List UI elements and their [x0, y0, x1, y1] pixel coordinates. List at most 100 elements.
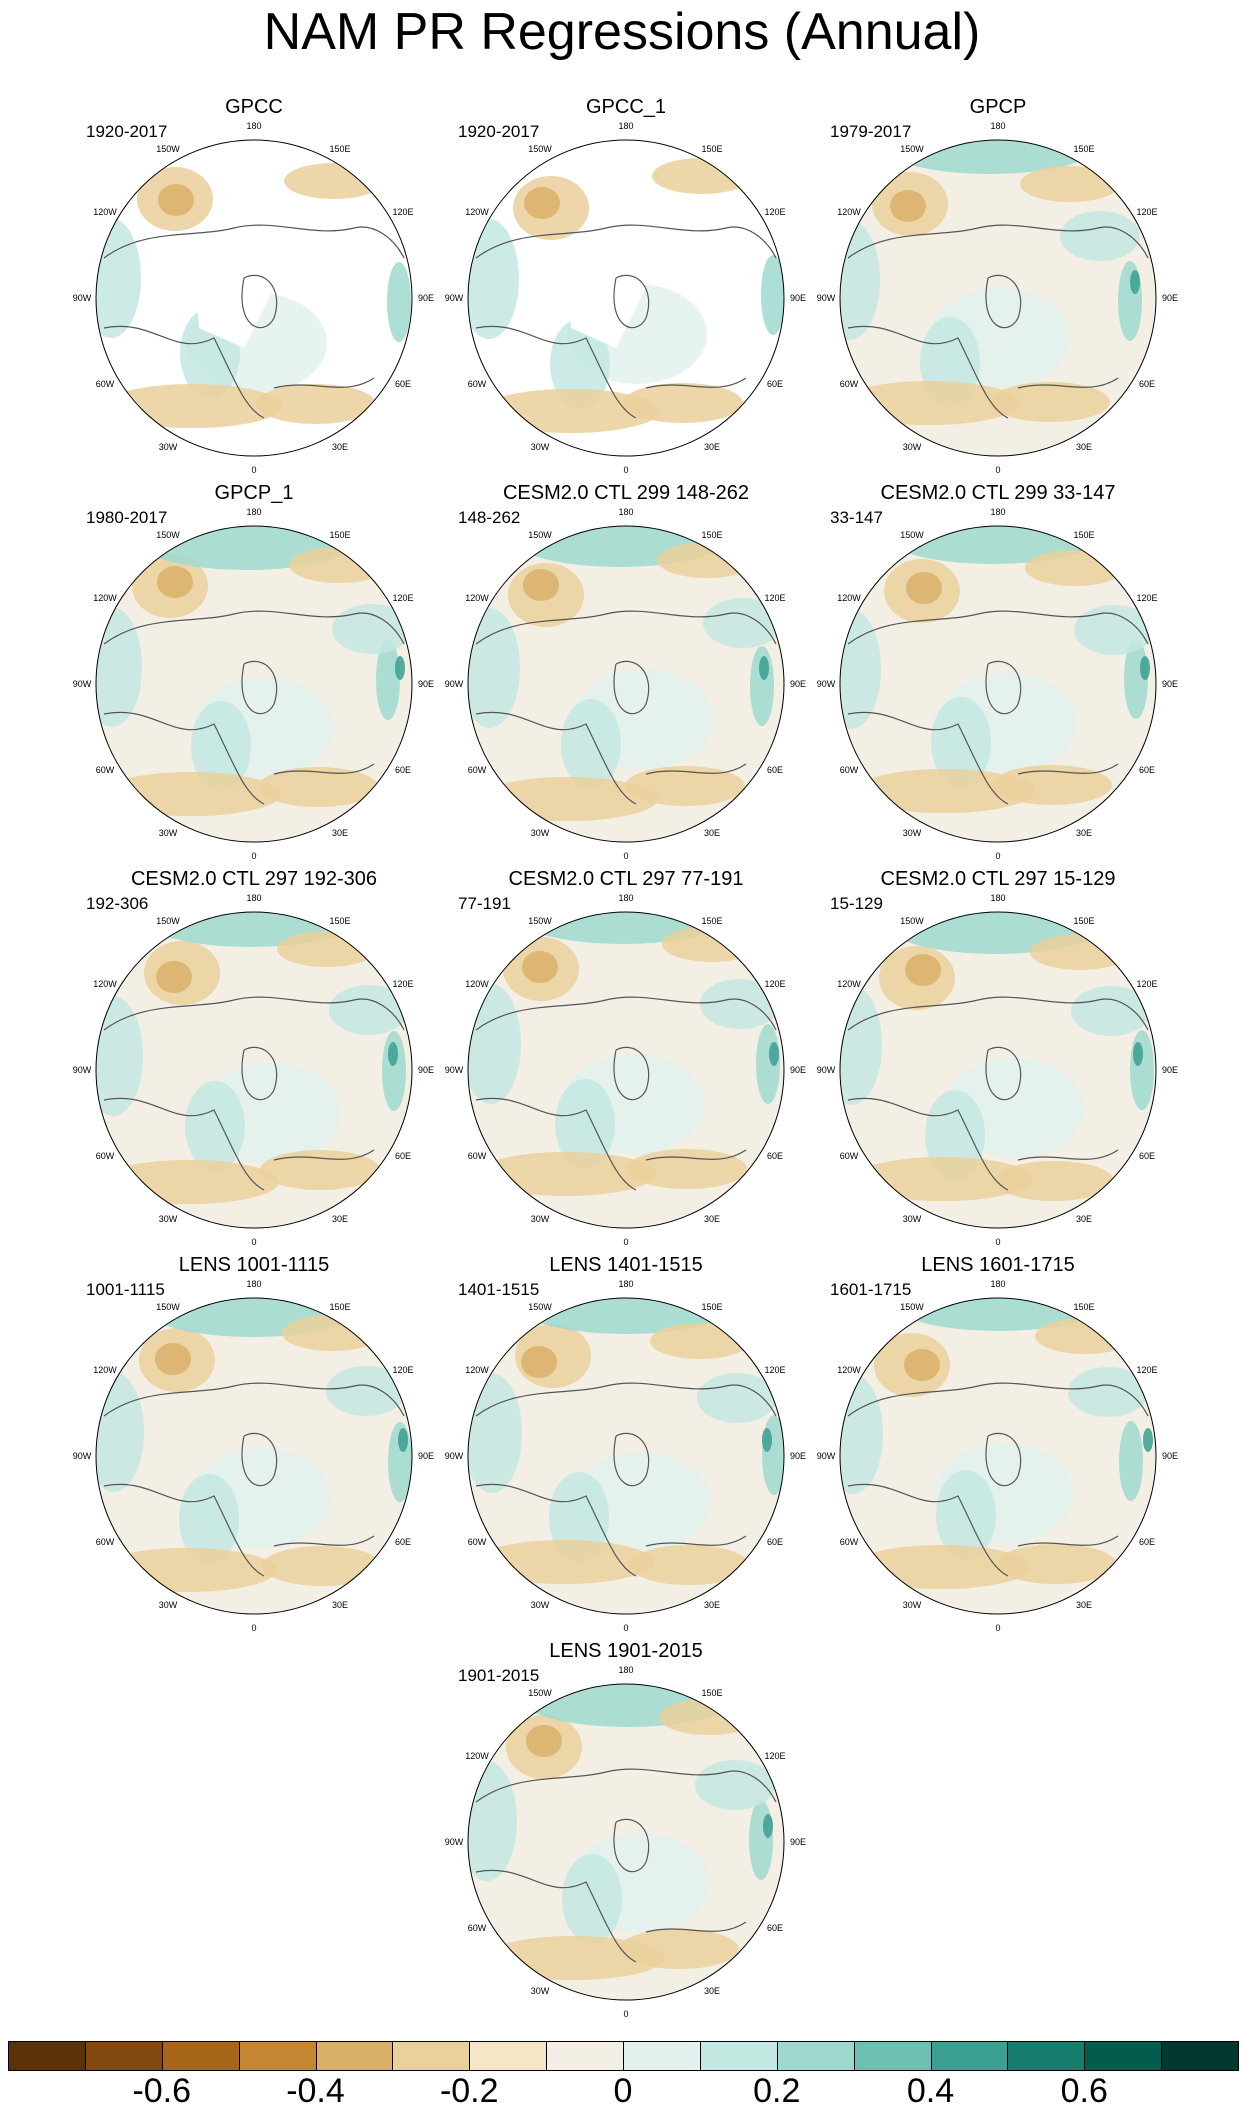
anomaly-region — [550, 319, 610, 409]
longitude-label: 120E — [392, 979, 413, 989]
colorbar-swatch — [392, 2041, 471, 2071]
longitude-label: 60E — [767, 1923, 783, 1933]
longitude-label: 60E — [767, 1151, 783, 1161]
longitude-label: 90W — [73, 1451, 92, 1461]
longitude-label: 60E — [395, 765, 411, 775]
longitude-label: 30W — [159, 828, 178, 838]
longitude-label: 90W — [73, 293, 92, 303]
anomaly-region — [555, 1079, 615, 1169]
anomaly-region — [96, 607, 142, 727]
longitude-label: 30E — [704, 1986, 720, 1996]
longitude-label: 30W — [531, 1986, 550, 1996]
longitude-label: 150E — [1073, 530, 1094, 540]
anomaly-region — [522, 951, 558, 983]
longitude-label: 120W — [465, 979, 489, 989]
longitude-label: 150E — [1073, 916, 1094, 926]
longitude-label: 180 — [990, 507, 1005, 517]
longitude-label: 30E — [704, 828, 720, 838]
longitude-label: 0 — [623, 2009, 628, 2019]
colorbar-tick-label: 0.2 — [753, 2072, 801, 2110]
map-boundary — [95, 525, 413, 843]
longitude-label: 90W — [445, 1065, 464, 1075]
coastline — [475, 1382, 777, 1577]
colorbar-swatch — [161, 2041, 240, 2071]
longitude-label: 0 — [623, 851, 628, 861]
anomaly-region — [657, 542, 757, 578]
anomaly-region — [990, 382, 1110, 422]
longitude-label: 90W — [817, 1451, 836, 1461]
colorbar-tick-label: -0.4 — [286, 2072, 345, 2110]
longitude-label: 90E — [790, 679, 806, 689]
anomaly-region — [890, 190, 926, 222]
longitude-label: 180 — [618, 1665, 633, 1675]
longitude-label: 120E — [764, 1751, 785, 1761]
anomaly-region — [840, 985, 882, 1105]
anomaly-region — [562, 1854, 622, 1944]
anomaly-region — [992, 765, 1112, 805]
longitude-label: 120E — [392, 593, 413, 603]
anomaly-region — [1143, 1428, 1153, 1452]
longitude-label: 120W — [465, 1751, 489, 1761]
longitude-label: 0 — [995, 1237, 1000, 1247]
coastline — [475, 1768, 777, 1963]
anomaly-region — [749, 1800, 773, 1880]
longitude-label: 120W — [93, 979, 117, 989]
anomaly-region — [936, 1470, 996, 1560]
panel-period: 1901-2015 — [458, 1666, 540, 1685]
anomaly-region — [629, 1545, 749, 1585]
polar-map: 180 150E 120E 90E 60E 30E 0 30W 60W 90W 120W 150W — [73, 121, 434, 475]
longitude-label: 150E — [329, 530, 350, 540]
map-panel: LENS 1901-2015 1901-2015 180 150E 120E 90E 60E… — [426, 1640, 826, 2020]
longitude-label: 180 — [618, 507, 633, 517]
longitude-label: 0 — [251, 851, 256, 861]
anomaly-region — [700, 979, 780, 1029]
map-boundary — [839, 525, 1157, 843]
anomaly-region — [1133, 1042, 1143, 1066]
longitude-label: 30W — [159, 1600, 178, 1610]
anomaly-region — [468, 1761, 517, 1881]
longitude-label: 0 — [251, 1237, 256, 1247]
longitude-label: 60W — [96, 1537, 115, 1547]
map-panel: LENS 1601-1715 1601-1715 180 150E 120E 90E 60E… — [798, 1254, 1198, 1634]
longitude-label: 60W — [468, 1537, 487, 1547]
anomaly-region — [904, 1349, 940, 1381]
longitude-label: 0 — [623, 465, 628, 475]
longitude-label: 90W — [817, 293, 836, 303]
panel-title: CESM2.0 CTL 299 33-147 — [880, 482, 1116, 504]
longitude-label: 90E — [1162, 1065, 1178, 1075]
longitude-label: 0 — [623, 1237, 628, 1247]
panel-period: 77-191 — [458, 894, 511, 913]
longitude-label: 150W — [156, 530, 180, 540]
longitude-label: 90E — [1162, 293, 1178, 303]
longitude-label: 90E — [790, 1065, 806, 1075]
anomaly-region — [1030, 934, 1130, 970]
map-boundary — [467, 1297, 785, 1615]
anomaly-region — [1119, 1421, 1143, 1501]
longitude-label: 0 — [995, 465, 1000, 475]
longitude-label: 30W — [903, 442, 922, 452]
anomaly-region — [889, 1298, 1109, 1331]
longitude-label: 120W — [837, 593, 861, 603]
longitude-label: 180 — [246, 1279, 261, 1289]
anomaly-region — [662, 926, 762, 962]
colorbar-swatch — [699, 2041, 778, 2071]
anomaly-region — [468, 219, 519, 339]
map-panel: LENS 1401-1515 1401-1515 180 150E 120E 90E 60E… — [426, 1254, 826, 1634]
longitude-label: 60E — [1139, 1151, 1155, 1161]
longitude-label: 90E — [1162, 679, 1178, 689]
map-boundary — [467, 911, 785, 1229]
colorbar-swatch — [315, 2041, 394, 2071]
anomaly-region — [906, 572, 942, 604]
colorbar-swatch — [1161, 2041, 1239, 2071]
coastline — [475, 610, 777, 805]
anomaly-region — [388, 1042, 398, 1066]
panel-title: LENS 1401-1515 — [549, 1254, 703, 1276]
colorbar-tick-label: -0.2 — [439, 2072, 499, 2110]
longitude-label: 120W — [93, 207, 117, 217]
longitude-label: 60W — [840, 765, 859, 775]
anomaly-region — [179, 1474, 239, 1564]
longitude-label: 150W — [528, 144, 552, 154]
panel-title: LENS 1601-1715 — [921, 1254, 1075, 1276]
longitude-label: 150E — [1073, 144, 1094, 154]
longitude-label: 30W — [531, 1600, 550, 1610]
